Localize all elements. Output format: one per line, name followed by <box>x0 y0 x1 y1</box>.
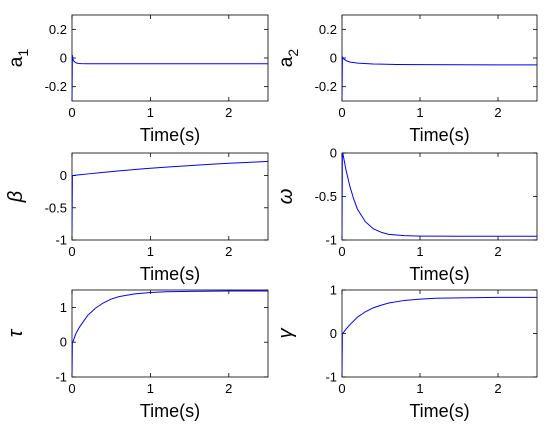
y-axis-label: τ <box>5 328 27 337</box>
x-tick-label: 0 <box>338 244 345 259</box>
y-axis-label-subscript: 1 <box>15 49 31 57</box>
x-tick-label: 0 <box>68 381 75 396</box>
x-axis-label: Time(s) <box>140 125 200 145</box>
y-tick-label: -0.5 <box>315 189 337 204</box>
y-tick-label: 1 <box>60 300 67 315</box>
y-tick-label: 0 <box>60 168 67 183</box>
x-tick-label: 1 <box>147 244 154 259</box>
series-line-1 <box>342 296 537 375</box>
x-tick-label: 2 <box>494 244 501 259</box>
series-line-1 <box>72 160 268 234</box>
x-tick-label: 1 <box>416 381 423 396</box>
x-tick-label: 0 <box>338 105 345 120</box>
y-axis-label-main: a <box>6 56 27 67</box>
x-tick-label: 2 <box>225 244 232 259</box>
series-line-1 <box>342 153 537 237</box>
y-tick-label: -1 <box>325 233 337 248</box>
y-tick-label: -0.2 <box>45 79 67 94</box>
y-axis-label-subscript: 2 <box>285 49 301 57</box>
x-tick-label: 1 <box>147 105 154 120</box>
y-axis-label-main: ω <box>275 189 297 205</box>
y-tick-label: -0.2 <box>315 79 337 94</box>
axes-frame <box>71 289 269 378</box>
series-line-1 <box>342 56 537 101</box>
y-axis-label: γ <box>275 328 297 339</box>
x-tick-label: 0 <box>338 381 345 396</box>
x-axis-label: Time(s) <box>140 264 200 284</box>
y-axis-label-main: β <box>5 191 27 203</box>
x-axis-label: Time(s) <box>140 401 200 421</box>
y-tick-label: -1 <box>55 370 67 385</box>
y-tick-label: 0.2 <box>319 22 337 37</box>
x-tick-label: 2 <box>225 381 232 396</box>
series-line-1 <box>72 290 268 377</box>
y-axis-label: ω <box>275 189 297 205</box>
y-tick-label: 0 <box>330 146 337 161</box>
axes-frame <box>71 152 269 241</box>
x-tick-label: 1 <box>416 244 423 259</box>
x-axis-label: Time(s) <box>409 401 469 421</box>
y-tick-label: 0 <box>60 335 67 350</box>
x-axis-label: Time(s) <box>409 125 469 145</box>
subplot-3: 0 1 2 0 -0.5 -1 Time(s) β <box>5 152 269 284</box>
axes-frame <box>341 14 538 102</box>
y-axis-label-main: a <box>276 56 297 67</box>
y-axis-label-main: τ <box>5 328 27 337</box>
axes-frame <box>71 14 269 102</box>
y-axis-label: a1 <box>6 49 31 68</box>
x-axis-label: Time(s) <box>409 264 469 284</box>
y-axis-label: a2 <box>276 49 301 68</box>
x-tick-label: 0 <box>68 105 75 120</box>
subplot-4: 0 1 2 0 -0.5 -1 Time(s) ω <box>275 146 538 284</box>
x-tick-label: 1 <box>147 381 154 396</box>
y-tick-label: 0.2 <box>49 22 67 37</box>
y-tick-label: -0.5 <box>45 200 67 215</box>
y-axis-label-main: γ <box>275 328 297 339</box>
series-line-1 <box>72 55 268 101</box>
y-tick-label: 0 <box>330 51 337 66</box>
y-tick-label: 0 <box>330 326 337 341</box>
x-tick-label: 1 <box>416 105 423 120</box>
x-tick-label: 2 <box>494 105 501 120</box>
x-tick-label: 0 <box>68 244 75 259</box>
y-tick-label: 0 <box>60 51 67 66</box>
y-tick-label: 1 <box>330 283 337 298</box>
y-axis-label: β <box>5 191 27 203</box>
y-tick-label: -1 <box>325 370 337 385</box>
axes-frame <box>341 289 538 378</box>
y-tick-label: -1 <box>55 233 67 248</box>
x-tick-label: 2 <box>494 381 501 396</box>
x-tick-label: 2 <box>225 105 232 120</box>
